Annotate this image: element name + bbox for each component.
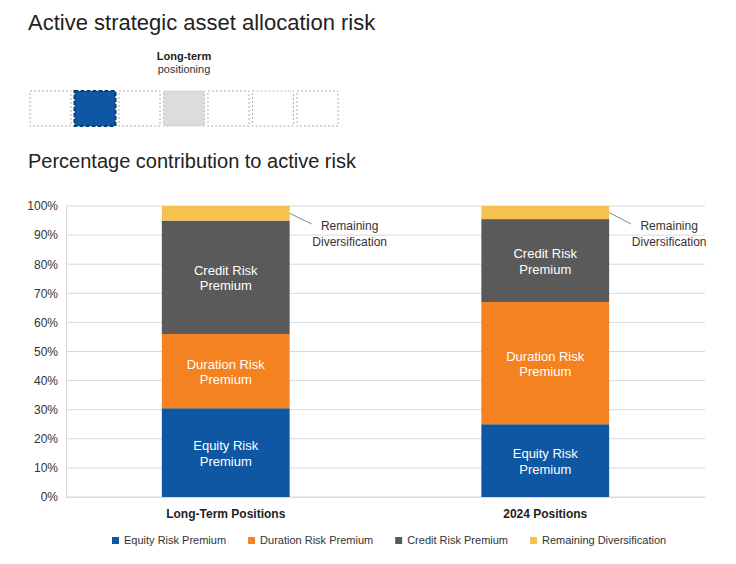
y-tick: 90% [34, 228, 66, 242]
segment-label: Equity RiskPremium [193, 438, 259, 469]
legend-label: Credit Risk Premium [407, 534, 508, 546]
legend-label: Duration Risk Premium [260, 534, 373, 546]
callout-label-line: Diversification [312, 235, 387, 249]
y-tick: 20% [34, 432, 66, 446]
x-tick: 2024 Positions [503, 507, 587, 521]
bars [162, 206, 609, 497]
legend-swatch [112, 537, 119, 544]
legend: Equity Risk Premium Duration Risk Premium… [112, 534, 666, 546]
x-tick-label: Long-Term Positions [166, 507, 285, 521]
y-tick-label: 70% [34, 287, 58, 301]
y-tick: 10% [34, 461, 66, 475]
title: Active strategic asset allocation risk [28, 10, 376, 35]
y-tick-label: 40% [34, 374, 58, 388]
y-tick: 60% [34, 316, 66, 330]
segment-label-line: Premium [519, 262, 571, 277]
positioning-label: positioning [158, 63, 211, 75]
segment-label: Duration RiskPremium [506, 349, 585, 380]
y-tick-label: 50% [34, 345, 58, 359]
positioning-boxes [30, 91, 338, 126]
positioning-box [119, 91, 160, 126]
chart-svg: Active strategic asset allocation risk Lo… [0, 0, 736, 564]
y-tick: 50% [34, 345, 66, 359]
y-axis: 0% 10% 20% 30% 40% 50% 60% 70% 80% 90% 100% [27, 199, 66, 504]
y-tick: 40% [34, 374, 66, 388]
legend-swatch [395, 537, 402, 544]
callouts: Remaining Diversification Remaining Diversi… [290, 213, 707, 249]
positioning-box [297, 91, 338, 126]
x-axis: Long-Term Positions 2024 Positions [67, 498, 706, 521]
callout-label-line: Remaining [321, 219, 378, 233]
segment-label-line: Equity Risk [193, 438, 259, 453]
bar-segment [481, 302, 609, 424]
y-tick-label: 30% [34, 403, 58, 417]
positioning-box [253, 91, 294, 126]
callout-label: Remaining Diversification [632, 219, 707, 249]
y-tick-label: 60% [34, 316, 58, 330]
leader-line [290, 213, 312, 224]
bar-segment [481, 219, 609, 302]
segment-label-line: Duration Risk [506, 349, 585, 364]
callout-label-line: Diversification [632, 235, 707, 249]
subtitle: Percentage contribution to active risk [28, 150, 357, 172]
legend-swatch [530, 537, 537, 544]
bar-segment [481, 424, 609, 497]
bar-segment [162, 334, 290, 408]
segment-label: Credit RiskPremium [194, 263, 258, 294]
legend-item: Remaining Diversification [530, 534, 666, 546]
leader-line [609, 213, 631, 224]
y-tick: 0% [41, 490, 66, 504]
positioning-box [30, 91, 71, 126]
segment-label: Credit RiskPremium [513, 246, 577, 277]
y-tick-label: 100% [27, 199, 58, 213]
y-tick-label: 80% [34, 258, 58, 272]
x-tick-label: 2024 Positions [503, 507, 587, 521]
legend-label: Equity Risk Premium [124, 534, 226, 546]
x-tick: Long-Term Positions [166, 507, 285, 521]
y-tick: 70% [34, 287, 66, 301]
segment-label-line: Premium [200, 278, 252, 293]
segment-label-line: Premium [519, 364, 571, 379]
legend-item: Duration Risk Premium [248, 534, 373, 546]
segment-label-line: Credit Risk [513, 246, 577, 261]
y-tick-label: 10% [34, 461, 58, 475]
y-tick: 80% [34, 258, 66, 272]
callout-label: Remaining Diversification [312, 219, 387, 249]
y-tick: 30% [34, 403, 66, 417]
positioning-box [164, 91, 205, 126]
legend-item: Credit Risk Premium [395, 534, 508, 546]
y-tick-label: 20% [34, 432, 58, 446]
segment-label-line: Equity Risk [513, 446, 579, 461]
y-axis-line [66, 207, 67, 498]
y-tick-label: 90% [34, 228, 58, 242]
grid [66, 206, 705, 497]
y-tick-label: 0% [41, 490, 59, 504]
segment-label-line: Duration Risk [187, 357, 266, 372]
bar-segment [162, 408, 290, 497]
segment-label-line: Premium [519, 462, 571, 477]
segment-label-line: Credit Risk [194, 263, 258, 278]
segment-label: Duration RiskPremium [187, 357, 266, 388]
segment-label-line: Premium [200, 372, 252, 387]
segment-labels: Equity RiskPremiumEquity RiskPremiumDura… [187, 246, 585, 477]
positioning-box [208, 91, 249, 126]
x-axis-line [67, 497, 706, 498]
positioning-label: Long-term [157, 50, 212, 62]
bar-segment [481, 206, 609, 219]
bar-segment [162, 206, 290, 221]
legend-item: Equity Risk Premium [112, 534, 226, 546]
segment-label-line: Premium [200, 454, 252, 469]
legend-swatch [248, 537, 255, 544]
bar-segment [162, 221, 290, 334]
y-tick: 100% [27, 199, 66, 213]
callout-label-line: Remaining [640, 219, 697, 233]
legend-label: Remaining Diversification [542, 534, 666, 546]
segment-label: Equity RiskPremium [513, 446, 579, 477]
positioning-box [75, 91, 116, 126]
